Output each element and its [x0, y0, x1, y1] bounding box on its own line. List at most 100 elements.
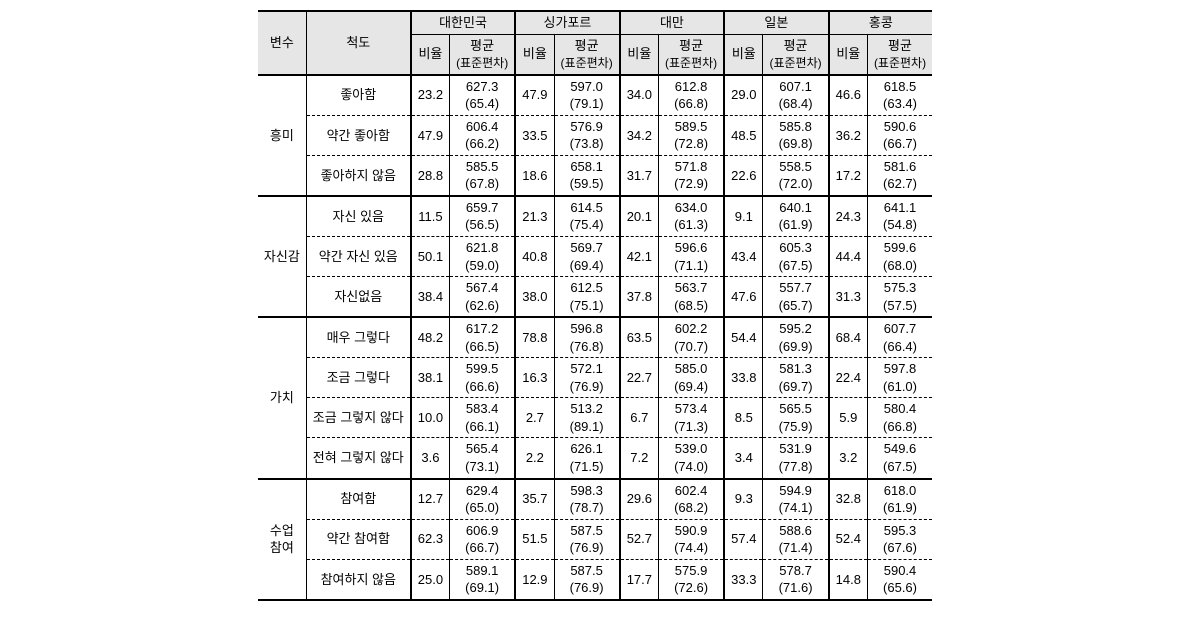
- avg-sd-cell: 565.4(73.1): [450, 438, 516, 479]
- avg-sd-cell: 602.2(70.7): [659, 317, 725, 358]
- avg-sd-cell: 587.5(76.9): [554, 559, 620, 600]
- avg-sd-cell: 549.6(67.5): [867, 438, 932, 479]
- col-country: 대만: [620, 11, 724, 34]
- col-country: 대한민국: [411, 11, 515, 34]
- avg-sd-cell: 596.6(71.1): [659, 237, 725, 277]
- ratio-cell: 63.5: [620, 317, 659, 358]
- ratio-cell: 28.8: [411, 155, 450, 196]
- avg-sd-cell: 587.5(76.9): [554, 519, 620, 559]
- variable-cell: 자신감: [258, 196, 306, 317]
- col-avg-sd: 평균(표준편차): [554, 34, 620, 75]
- ratio-cell: 5.9: [829, 398, 868, 438]
- ratio-cell: 14.8: [829, 559, 868, 600]
- ratio-cell: 35.7: [515, 479, 554, 520]
- avg-sd-cell: 569.7(69.4): [554, 237, 620, 277]
- ratio-cell: 46.6: [829, 75, 868, 116]
- ratio-cell: 52.4: [829, 519, 868, 559]
- ratio-cell: 78.8: [515, 317, 554, 358]
- scale-cell: 참여하지 않음: [306, 559, 410, 600]
- avg-sd-cell: 590.6(66.7): [867, 115, 932, 155]
- ratio-cell: 22.4: [829, 358, 868, 398]
- ratio-cell: 37.8: [620, 277, 659, 318]
- avg-sd-cell: 626.1(71.5): [554, 438, 620, 479]
- avg-sd-cell: 595.2(69.9): [763, 317, 829, 358]
- ratio-cell: 38.4: [411, 277, 450, 318]
- data-table: 변수척도대한민국싱가포르대만일본홍콩비율평균(표준편차)비율평균(표준편차)비율…: [258, 10, 932, 601]
- ratio-cell: 17.7: [620, 559, 659, 600]
- scale-cell: 조금 그렇다: [306, 358, 410, 398]
- ratio-cell: 25.0: [411, 559, 450, 600]
- col-variable: 변수: [258, 11, 306, 75]
- avg-sd-cell: 659.7(56.5): [450, 196, 516, 237]
- avg-sd-cell: 589.5(72.8): [659, 115, 725, 155]
- avg-sd-cell: 599.6(68.0): [867, 237, 932, 277]
- avg-sd-cell: 629.4(65.0): [450, 479, 516, 520]
- ratio-cell: 32.8: [829, 479, 868, 520]
- avg-sd-cell: 612.8(66.8): [659, 75, 725, 116]
- table-body: 흥미좋아함23.2627.3(65.4)47.9597.0(79.1)34.06…: [258, 75, 932, 600]
- avg-sd-cell: 575.9(72.6): [659, 559, 725, 600]
- col-country: 싱가포르: [515, 11, 619, 34]
- ratio-cell: 42.1: [620, 237, 659, 277]
- ratio-cell: 38.0: [515, 277, 554, 318]
- ratio-cell: 40.8: [515, 237, 554, 277]
- ratio-cell: 2.2: [515, 438, 554, 479]
- ratio-cell: 33.3: [724, 559, 763, 600]
- ratio-cell: 43.4: [724, 237, 763, 277]
- ratio-cell: 10.0: [411, 398, 450, 438]
- avg-sd-cell: 658.1(59.5): [554, 155, 620, 196]
- ratio-cell: 47.6: [724, 277, 763, 318]
- ratio-cell: 47.9: [411, 115, 450, 155]
- col-avg-sd: 평균(표준편차): [867, 34, 932, 75]
- ratio-cell: 52.7: [620, 519, 659, 559]
- avg-sd-cell: 606.9(66.7): [450, 519, 516, 559]
- scale-cell: 참여함: [306, 479, 410, 520]
- avg-sd-cell: 594.9(74.1): [763, 479, 829, 520]
- ratio-cell: 44.4: [829, 237, 868, 277]
- ratio-cell: 38.1: [411, 358, 450, 398]
- ratio-cell: 48.5: [724, 115, 763, 155]
- avg-sd-cell: 618.5(63.4): [867, 75, 932, 116]
- avg-sd-cell: 580.4(66.8): [867, 398, 932, 438]
- avg-sd-cell: 585.0(69.4): [659, 358, 725, 398]
- ratio-cell: 11.5: [411, 196, 450, 237]
- avg-sd-cell: 597.8(61.0): [867, 358, 932, 398]
- avg-sd-cell: 558.5(72.0): [763, 155, 829, 196]
- avg-sd-cell: 563.7(68.5): [659, 277, 725, 318]
- scale-cell: 약간 참여함: [306, 519, 410, 559]
- avg-sd-cell: 576.9(73.8): [554, 115, 620, 155]
- ratio-cell: 51.5: [515, 519, 554, 559]
- ratio-cell: 33.8: [724, 358, 763, 398]
- avg-sd-cell: 539.0(74.0): [659, 438, 725, 479]
- ratio-cell: 48.2: [411, 317, 450, 358]
- avg-sd-cell: 573.4(71.3): [659, 398, 725, 438]
- ratio-cell: 12.7: [411, 479, 450, 520]
- ratio-cell: 33.5: [515, 115, 554, 155]
- col-country: 홍콩: [829, 11, 932, 34]
- scale-cell: 좋아함: [306, 75, 410, 116]
- col-ratio: 비율: [724, 34, 763, 75]
- ratio-cell: 68.4: [829, 317, 868, 358]
- ratio-cell: 34.2: [620, 115, 659, 155]
- avg-sd-cell: 599.5(66.6): [450, 358, 516, 398]
- variable-cell: 흥미: [258, 75, 306, 196]
- scale-cell: 매우 그렇다: [306, 317, 410, 358]
- avg-sd-cell: 567.4(62.6): [450, 277, 516, 318]
- avg-sd-cell: 634.0(61.3): [659, 196, 725, 237]
- col-ratio: 비율: [620, 34, 659, 75]
- scale-cell: 자신 있음: [306, 196, 410, 237]
- avg-sd-cell: 602.4(68.2): [659, 479, 725, 520]
- ratio-cell: 24.3: [829, 196, 868, 237]
- col-avg-sd: 평균(표준편차): [763, 34, 829, 75]
- col-ratio: 비율: [411, 34, 450, 75]
- ratio-cell: 22.7: [620, 358, 659, 398]
- col-scale: 척도: [306, 11, 410, 75]
- avg-sd-cell: 598.3(78.7): [554, 479, 620, 520]
- avg-sd-cell: 607.1(68.4): [763, 75, 829, 116]
- variable-cell: 가치: [258, 317, 306, 478]
- avg-sd-cell: 612.5(75.1): [554, 277, 620, 318]
- table-header: 변수척도대한민국싱가포르대만일본홍콩비율평균(표준편차)비율평균(표준편차)비율…: [258, 11, 932, 75]
- ratio-cell: 21.3: [515, 196, 554, 237]
- avg-sd-cell: 583.4(66.1): [450, 398, 516, 438]
- avg-sd-cell: 557.7(65.7): [763, 277, 829, 318]
